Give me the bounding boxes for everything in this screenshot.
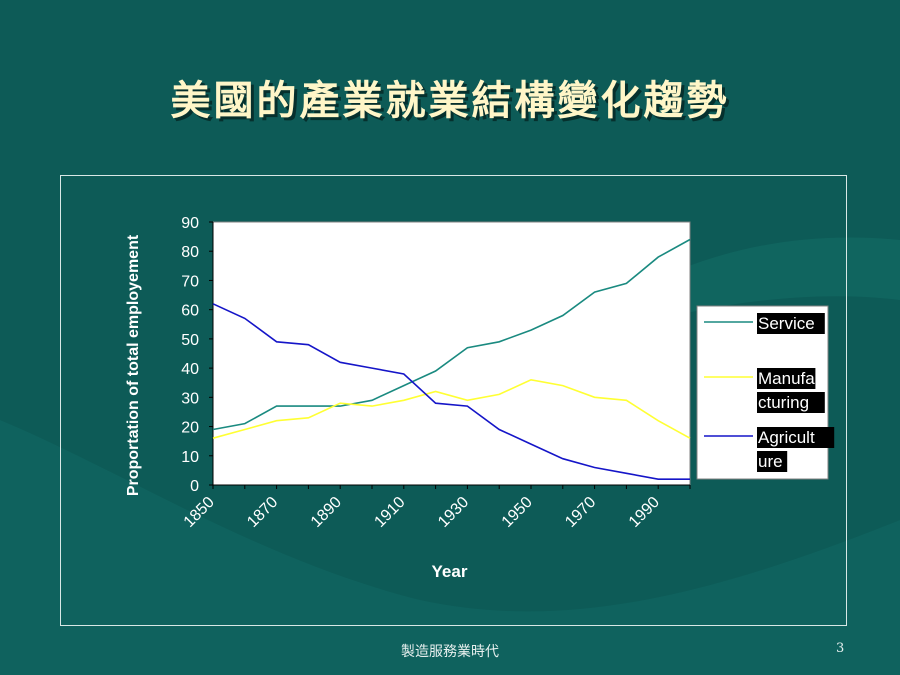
y-tick-label: 30	[181, 390, 199, 407]
legend-label-bg	[757, 313, 825, 334]
slide-footer: 製造服務業時代	[401, 644, 499, 660]
x-tick-label: 1890	[308, 494, 345, 531]
x-tick-label: 1930	[435, 494, 472, 531]
legend-label: cturing	[758, 393, 809, 412]
legend-label-bg	[757, 368, 816, 389]
y-tick-label: 0	[190, 478, 199, 495]
legend-label: Service	[758, 314, 815, 333]
series-line-agriculture	[212, 303, 690, 481]
page-number: 3	[836, 641, 845, 656]
y-tick-label: 70	[181, 273, 199, 290]
y-tick-label: 50	[181, 332, 199, 349]
x-tick-label: 1910	[371, 494, 408, 531]
y-tick-label: 10	[181, 449, 199, 466]
legend-label-bg	[757, 392, 825, 413]
legend-label: Manufa	[758, 369, 815, 388]
y-tick-label: 20	[181, 420, 199, 437]
series-line-manufacturing	[212, 378, 691, 439]
x-tick-label: 1850	[181, 494, 218, 531]
x-tick-label: 1990	[626, 494, 663, 531]
y-axis-title: Proportation of total employement	[125, 234, 142, 496]
y-tick-label: 40	[181, 361, 199, 378]
chart-frame: 0 10 20 30 40 50 60 70 80 90 1850 1870 1890 1910 1930 1…	[60, 175, 847, 626]
y-tick-label: 90	[181, 215, 199, 232]
legend-label: Agricult	[758, 428, 815, 447]
x-tick-label: 1970	[562, 494, 599, 531]
legend-label: ure	[758, 452, 783, 471]
x-tick-label: 1870	[244, 494, 281, 531]
series-line-service	[212, 238, 691, 431]
legend-label-bg	[757, 427, 835, 448]
x-tick-label: 1950	[499, 494, 536, 531]
plot-area	[212, 221, 691, 486]
legend-label-bg	[757, 451, 788, 472]
y-tick-label: 80	[181, 244, 199, 261]
slide-title: 美國的產業就業結構變化趨勢	[170, 77, 730, 124]
x-axis-title: Year	[432, 562, 468, 581]
line-chart: 0 10 20 30 40 50 60 70 80 90 1850 1870 1890 1910 1930 1…	[125, 215, 835, 581]
y-tick-label: 60	[181, 303, 199, 320]
